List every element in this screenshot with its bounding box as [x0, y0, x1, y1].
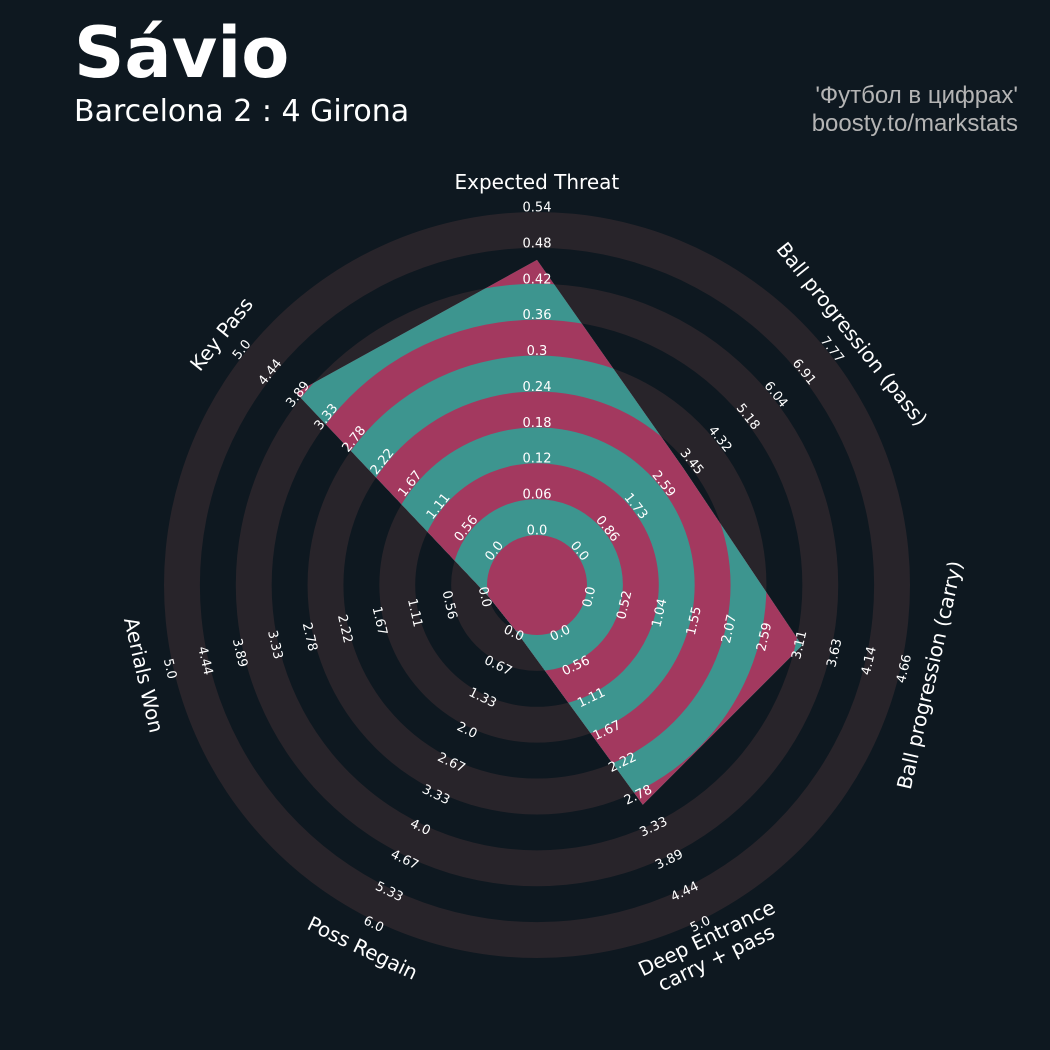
- tick-label: 1.67: [369, 605, 390, 637]
- tick-label: 3.33: [264, 629, 285, 661]
- tick-label: 0.56: [439, 589, 460, 621]
- tick-label: 2.59: [754, 621, 775, 653]
- data-band: [487, 535, 587, 635]
- tick-label: 0.48: [523, 236, 552, 251]
- tick-label: 3.63: [824, 637, 845, 669]
- subtitle: Barcelona 2 : 4 Girona: [74, 94, 410, 129]
- tick-label: 2.22: [334, 613, 355, 645]
- credit: 'Футбол в цифрах': [815, 82, 1018, 109]
- tick-label: 0.54: [523, 201, 552, 216]
- tick-label: 0.42: [523, 272, 552, 287]
- tick-label: 0.0: [475, 585, 494, 609]
- tick-label: 2.78: [299, 621, 320, 653]
- credit: boosty.to/markstats: [811, 110, 1018, 137]
- tick-label: 4.44: [194, 645, 215, 677]
- tick-label: 1.55: [684, 605, 705, 637]
- tick-label: 0.36: [523, 308, 552, 323]
- tick-label: 4.14: [859, 645, 880, 677]
- tick-label: 0.3: [527, 344, 548, 359]
- tick-label: 0.0: [580, 585, 599, 609]
- tick-label: 0.12: [523, 452, 552, 467]
- tick-label: 0.0: [527, 524, 548, 539]
- tick-label: 0.18: [523, 416, 552, 431]
- axis-label: Expected Threat: [454, 170, 620, 194]
- tick-label: 4.66: [894, 653, 915, 685]
- tick-label: 0.06: [523, 488, 552, 503]
- tick-label: 3.89: [229, 637, 250, 669]
- tick-label: 3.11: [789, 629, 810, 661]
- tick-label: 5.0: [160, 657, 179, 681]
- tick-label: 1.04: [649, 597, 670, 629]
- tick-label: 2.07: [719, 613, 740, 645]
- title: Sávio: [74, 12, 290, 94]
- tick-label: 0.52: [614, 589, 635, 621]
- tick-label: 0.24: [523, 380, 552, 395]
- tick-label: 1.11: [404, 597, 425, 629]
